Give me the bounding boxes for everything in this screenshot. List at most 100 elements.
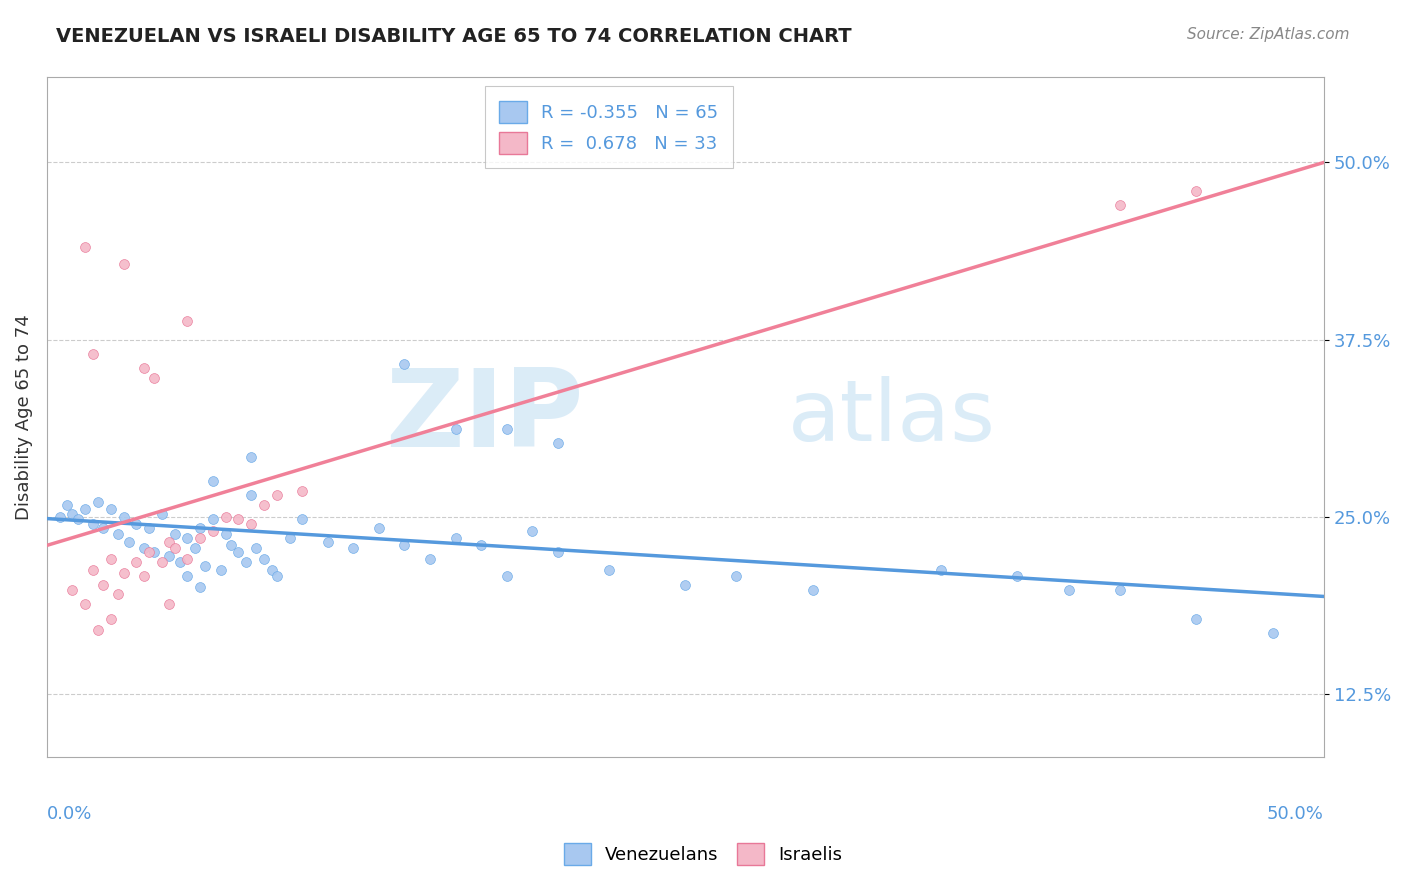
Point [112, 566, 135, 581]
Legend: R = -0.355   N = 65, R =  0.678   N = 33: R = -0.355 N = 65, R = 0.678 N = 33 [485, 87, 733, 169]
Point [132, 541, 155, 555]
Point [188, 531, 211, 545]
Point [673, 577, 696, 591]
Point [520, 524, 543, 538]
Point [260, 563, 283, 577]
Point [253, 498, 276, 512]
Point [75, 240, 97, 254]
Point [495, 569, 517, 583]
Point [117, 535, 139, 549]
Point [235, 555, 257, 569]
Point [82, 563, 104, 577]
Text: 0.0%: 0.0% [46, 805, 93, 823]
Point [107, 526, 129, 541]
Point [367, 521, 389, 535]
Point [219, 538, 242, 552]
Point [163, 526, 186, 541]
Point [143, 370, 166, 384]
Point [801, 583, 824, 598]
Legend: Venezuelans, Israelis: Venezuelans, Israelis [554, 834, 852, 874]
Y-axis label: Disability Age 65 to 74: Disability Age 65 to 74 [15, 315, 32, 520]
Text: Source: ZipAtlas.com: Source: ZipAtlas.com [1187, 27, 1350, 42]
Point [100, 552, 122, 566]
Point [215, 526, 238, 541]
Point [194, 559, 217, 574]
Text: atlas: atlas [787, 376, 995, 458]
Point [278, 531, 301, 545]
Point [138, 545, 160, 559]
Point [176, 552, 198, 566]
Point [100, 502, 122, 516]
Point [342, 541, 364, 555]
Point [240, 516, 263, 531]
Point [176, 314, 198, 328]
Point [138, 521, 160, 535]
Point [547, 436, 569, 450]
Point [1261, 625, 1284, 640]
Point [201, 524, 224, 538]
Text: 50.0%: 50.0% [1267, 805, 1324, 823]
Point [125, 516, 148, 531]
Point [394, 538, 416, 552]
Point [253, 552, 276, 566]
Point [159, 535, 181, 549]
Point [188, 521, 211, 535]
Point [470, 538, 492, 552]
Point [598, 563, 620, 577]
Point [82, 346, 104, 360]
Point [184, 541, 207, 555]
Point [132, 360, 155, 375]
Point [1057, 583, 1080, 598]
Point [394, 357, 416, 371]
Point [228, 545, 250, 559]
Point [266, 488, 288, 502]
Text: VENEZUELAN VS ISRAELI DISABILITY AGE 65 TO 74 CORRELATION CHART: VENEZUELAN VS ISRAELI DISABILITY AGE 65 … [56, 27, 852, 45]
Point [215, 509, 238, 524]
Point [159, 549, 181, 564]
Point [176, 569, 198, 583]
Point [112, 509, 135, 524]
Point [188, 581, 211, 595]
Point [107, 587, 129, 601]
Point [240, 450, 263, 464]
Point [240, 488, 263, 502]
Point [66, 512, 89, 526]
Point [125, 555, 148, 569]
Point [75, 502, 97, 516]
Point [291, 484, 314, 499]
Point [82, 516, 104, 531]
Point [291, 512, 314, 526]
Point [266, 569, 288, 583]
Point [725, 569, 748, 583]
Point [87, 495, 110, 509]
Point [201, 512, 224, 526]
Text: ZIP: ZIP [385, 365, 583, 470]
Point [87, 623, 110, 637]
Point [1007, 569, 1029, 583]
Point [150, 555, 173, 569]
Point [316, 535, 339, 549]
Point [56, 498, 79, 512]
Point [62, 583, 84, 598]
Point [132, 569, 155, 583]
Point [176, 531, 198, 545]
Point [75, 598, 97, 612]
Point [228, 512, 250, 526]
Point [169, 555, 191, 569]
Point [1108, 198, 1130, 212]
Point [159, 598, 181, 612]
Point [143, 545, 166, 559]
Point [1185, 184, 1208, 198]
Point [163, 541, 186, 555]
Point [547, 545, 569, 559]
Point [150, 507, 173, 521]
Point [201, 474, 224, 488]
Point [48, 509, 70, 524]
Point [209, 563, 232, 577]
Point [245, 541, 267, 555]
Point [62, 507, 84, 521]
Point [91, 521, 114, 535]
Point [1108, 583, 1130, 598]
Point [419, 552, 441, 566]
Point [444, 422, 467, 436]
